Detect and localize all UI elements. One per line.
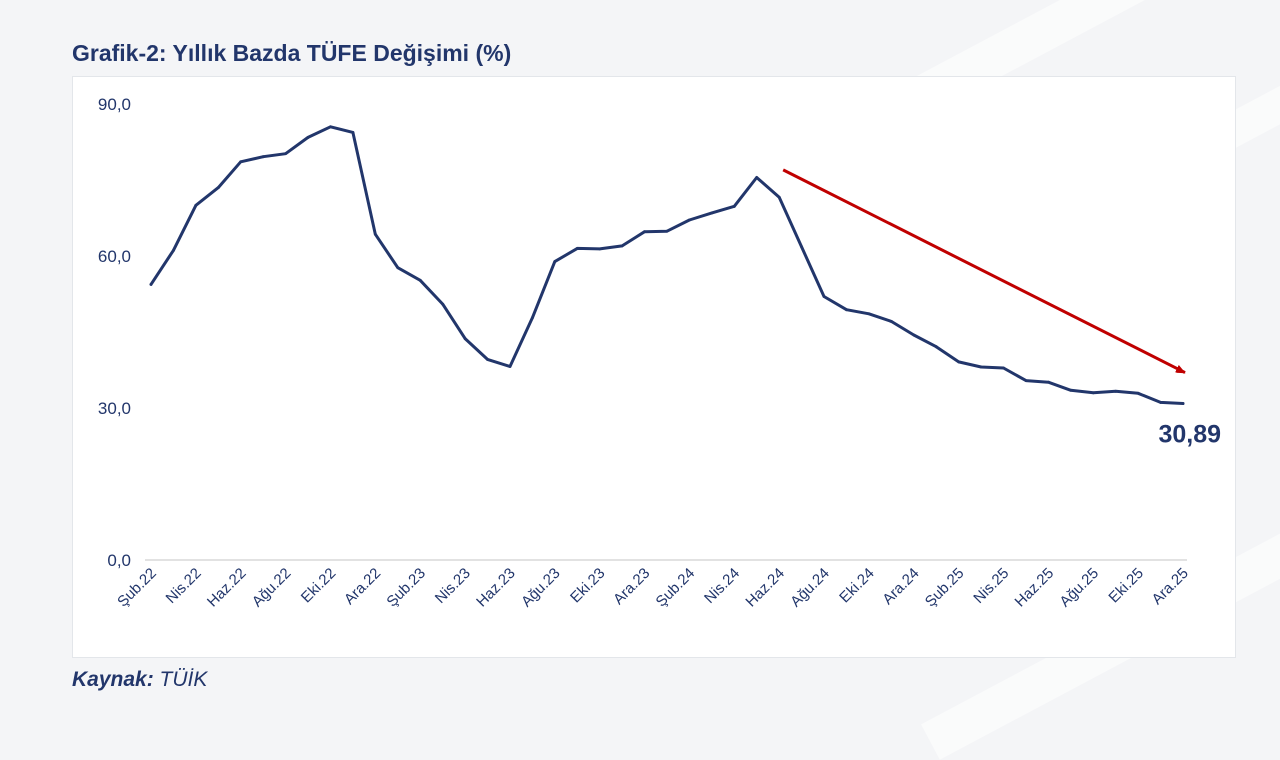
data-point (396, 266, 400, 270)
data-point (912, 333, 916, 337)
x-tick-label: Eki.24 (836, 565, 878, 607)
data-point (575, 247, 579, 250)
x-tick-label: Haz.22 (204, 565, 250, 611)
chart-title: Grafik-2: Yıllık Bazda TÜFE Değişimi (%) (72, 40, 512, 66)
data-point (957, 360, 961, 364)
data-point (755, 176, 759, 179)
x-tick-label: Haz.25 (1012, 565, 1058, 611)
data-point (1136, 391, 1140, 395)
data-point (194, 203, 198, 207)
data-point (1046, 380, 1050, 384)
x-tick-label: Nis.24 (701, 565, 743, 607)
data-point (643, 230, 646, 234)
data-point (867, 312, 871, 316)
chart-panel: Şub.22 Nis.22 Haz.22 Ağu.22 Eki.22 Ara.22 Şub.… (72, 76, 1236, 658)
data-point (620, 244, 624, 248)
data-point (1181, 402, 1185, 405)
data-point (553, 260, 557, 263)
x-tick-label: Eki.22 (298, 565, 340, 607)
x-tick-label: Ara.24 (879, 565, 922, 608)
y-tick-label: 30,0 (98, 399, 131, 418)
y-tick-label: 60,0 (98, 247, 131, 266)
x-tick-label: Ağu.24 (787, 565, 833, 611)
x-tick-label: Şub.23 (383, 565, 429, 611)
x-tick-label: Haz.24 (742, 565, 788, 611)
data-point (822, 295, 826, 298)
data-point (598, 247, 602, 251)
data-point (351, 130, 355, 134)
x-tick-label: Ara.23 (610, 565, 653, 608)
x-tick-label: Nis.22 (163, 565, 205, 607)
data-point (418, 278, 422, 282)
data-point (979, 365, 983, 369)
data-point (508, 365, 512, 368)
source-value: TÜİK (159, 668, 208, 691)
x-tick-label: Nis.23 (432, 565, 474, 607)
data-point (845, 308, 848, 312)
data-point (1159, 401, 1162, 404)
line-chart: Şub.22 Nis.22 Haz.22 Ağu.22 Eki.22 Ara.22 Şub.… (98, 95, 1221, 611)
data-point (777, 195, 781, 199)
last-value-label: 30,89 (1158, 420, 1221, 448)
x-tick-label: Ağu.23 (518, 565, 564, 611)
data-point (1114, 389, 1118, 393)
x-tick-label: Şub.24 (653, 565, 699, 611)
trend-arrow (782, 168, 1186, 374)
data-point (688, 218, 691, 222)
data-point (261, 155, 265, 159)
x-tick-label: Ağu.22 (249, 565, 295, 611)
x-tick-label: Şub.22 (114, 565, 160, 611)
y-tick-label: 0,0 (107, 551, 131, 570)
data-point (486, 357, 489, 361)
data-point (934, 345, 938, 349)
data-point (373, 232, 377, 236)
y-tick-label: 90,0 (98, 95, 131, 114)
data-point (732, 204, 736, 208)
data-point (239, 160, 243, 164)
data-point (149, 282, 153, 286)
source-label: Kaynak: (72, 668, 154, 691)
x-tick-label: Eki.25 (1105, 565, 1147, 607)
x-tick-label: Ara.22 (341, 565, 384, 608)
data-point (329, 125, 332, 129)
data-point (441, 302, 445, 306)
x-tick-label: Şub.25 (922, 565, 968, 611)
x-tick-label: Haz.23 (473, 565, 519, 611)
data-point (1091, 391, 1095, 395)
data-point (710, 211, 714, 215)
x-tick-label: Ara.25 (1149, 565, 1192, 608)
source-note: Kaynak: TÜİK (72, 668, 207, 692)
data-point (800, 245, 804, 249)
data-point (1024, 379, 1028, 383)
data-point (306, 136, 310, 139)
cpi-series-line (149, 125, 1185, 405)
data-point (1069, 388, 1073, 392)
x-tick-label: Nis.25 (970, 565, 1012, 607)
data-point (216, 186, 220, 189)
data-point (1002, 366, 1005, 370)
data-point (284, 152, 288, 156)
data-point (172, 249, 175, 252)
x-tick-label: Eki.23 (567, 565, 609, 607)
data-point (889, 319, 893, 323)
x-tick-label: Ağu.25 (1056, 565, 1102, 611)
data-point (463, 337, 467, 340)
data-point (530, 316, 534, 320)
data-point (665, 229, 669, 233)
